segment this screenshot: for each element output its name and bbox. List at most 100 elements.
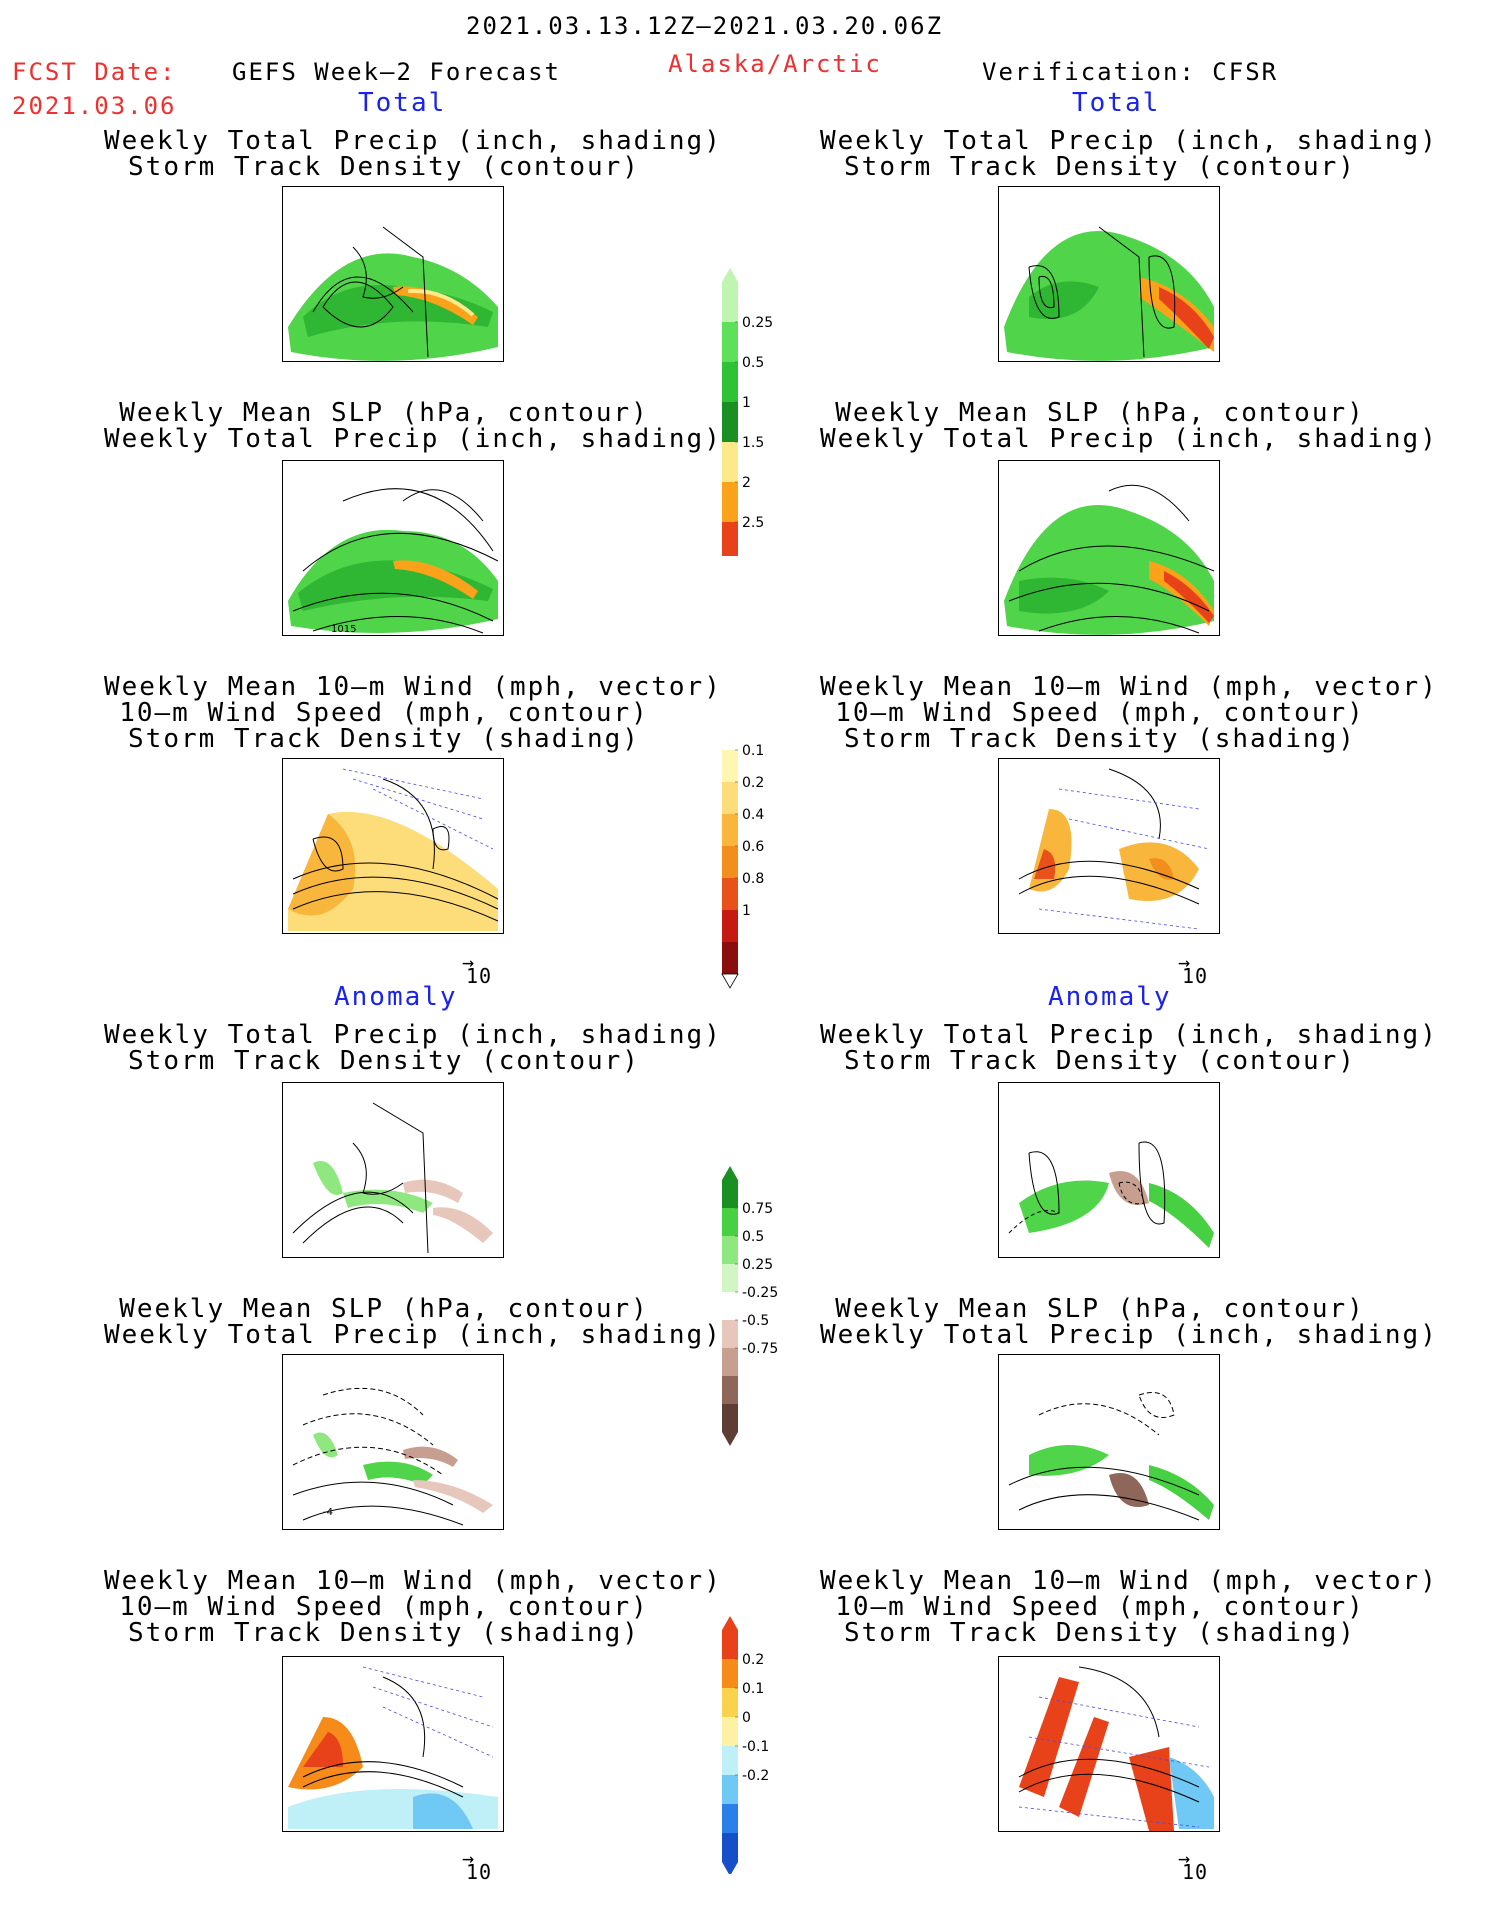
caption-r6-line2: 10–m Wind Speed (mph, contour) (835, 1592, 1365, 1622)
fcst-date-label: FCST Date: (12, 58, 177, 86)
map-verif-anomaly-slp-precip (998, 1354, 1220, 1530)
precip-anom-tick-label: -0.75 (742, 1341, 778, 1357)
vector-scale-arrow-l6: → (462, 1846, 476, 1870)
track-total-swatch (722, 718, 738, 750)
precip-total-tick-label: 1.5 (742, 435, 764, 451)
precip-anom-swatch (722, 1264, 738, 1292)
precip-anom-tick-label: -0.5 (742, 1313, 769, 1329)
date-range-title: 2021.03.13.12Z–2021.03.20.06Z (466, 12, 944, 40)
map-verif-slp-precip (998, 460, 1220, 636)
track-total-top-arrow (722, 704, 738, 718)
track-total-tick-label: 0.1 (742, 743, 764, 759)
track-total-tick-label: 1 (742, 903, 751, 919)
caption-l6-line1: Weekly Mean 10–m Wind (mph, vector) (104, 1566, 722, 1596)
map-verif-total-precip (998, 186, 1220, 362)
precip-total-tick-label: 1 (742, 395, 751, 411)
precip-total-swatch (722, 282, 738, 322)
caption-r2-line1: Weekly Mean SLP (hPa, contour) (835, 398, 1365, 428)
track-total-swatch (722, 846, 738, 878)
right-column-title: Verification: CFSR (982, 58, 1279, 86)
track-total-swatch (722, 750, 738, 782)
track-anom-bottom-arrow (722, 1862, 738, 1874)
precip-total-swatch (722, 482, 738, 522)
caption-l6-line3: Storm Track Density (shading) (128, 1618, 640, 1648)
colorbar-precip-total: 0.25 0.5 1 1.5 2 2.5 (716, 266, 796, 556)
vector-scale-arrow-l3: → (462, 950, 476, 974)
precip-total-tick-label: 0.5 (742, 355, 764, 371)
precip-anom-swatch (722, 1208, 738, 1236)
precip-anom-tick-label: 0.75 (742, 1201, 773, 1217)
right-total-heading: Total (1072, 88, 1161, 118)
vector-scale-arrow-r6: → (1178, 1846, 1192, 1870)
track-anom-tick-label: 0.1 (742, 1681, 764, 1697)
caption-r3-line3: Storm Track Density (shading) (844, 724, 1356, 754)
track-anom-tick-label: -0.1 (742, 1739, 769, 1755)
track-total-bottom-arrow (721, 973, 739, 989)
track-anom-swatch (722, 1688, 738, 1717)
left-column-title: GEFS Week–2 Forecast (232, 58, 561, 86)
caption-l1-line1: Weekly Total Precip (inch, shading) (104, 126, 722, 156)
track-anom-tick-label: 0 (742, 1710, 751, 1726)
map-forecast-slp-precip: 1015 (282, 460, 504, 636)
map-anomaly-slp-precip: -4 (282, 1354, 504, 1530)
caption-l4-line1: Weekly Total Precip (inch, shading) (104, 1020, 722, 1050)
map-forecast-total-precip (282, 186, 504, 362)
caption-l5-line1: Weekly Mean SLP (hPa, contour) (119, 1294, 649, 1324)
precip-total-swatch (722, 322, 738, 362)
caption-r5-line2: Weekly Total Precip (inch, shading) (820, 1320, 1438, 1350)
caption-l2-line2: Weekly Total Precip (inch, shading) (104, 424, 722, 454)
right-anomaly-heading: Anomaly (1048, 982, 1172, 1012)
track-anom-swatch (722, 1746, 738, 1775)
vector-scale-label-l3: 10 (466, 964, 493, 988)
map-verif-anomaly-wind-track (998, 1656, 1220, 1832)
track-total-tick-label: 0.8 (742, 871, 764, 887)
track-anom-swatch (722, 1833, 738, 1862)
caption-r2-line2: Weekly Total Precip (inch, shading) (820, 424, 1438, 454)
track-total-tick-label: 0.6 (742, 839, 764, 855)
map-verif-anomaly-precip-track (998, 1082, 1220, 1258)
caption-r1-line2: Storm Track Density (contour) (844, 152, 1356, 182)
precip-anom-tick-label: 0.5 (742, 1229, 764, 1245)
precip-anom-top-arrow (722, 1166, 738, 1180)
track-anom-swatch (722, 1775, 738, 1804)
track-total-tick-label: 0.4 (742, 807, 764, 823)
precip-total-swatch (722, 442, 738, 482)
caption-l1-line2: Storm Track Density (contour) (128, 152, 640, 182)
region-title: Alaska/Arctic (668, 50, 882, 78)
vector-scale-label-r3: 10 (1182, 964, 1209, 988)
precip-anom-tick-label: -0.25 (742, 1285, 778, 1301)
caption-l3-line3: Storm Track Density (shading) (128, 724, 640, 754)
caption-r3-line2: 10–m Wind Speed (mph, contour) (835, 698, 1365, 728)
caption-r6-line3: Storm Track Density (shading) (844, 1618, 1356, 1648)
precip-anom-swatch (722, 1376, 738, 1404)
colorbar-precip-anomaly: 0.75 0.5 0.25 -0.25 -0.5 -0.75 (716, 1164, 796, 1454)
caption-r5-line1: Weekly Mean SLP (hPa, contour) (835, 1294, 1365, 1324)
caption-l3-line1: Weekly Mean 10–m Wind (mph, vector) (104, 672, 722, 702)
track-anom-tick-label: -0.2 (742, 1768, 769, 1784)
precip-anom-swatch (722, 1236, 738, 1264)
caption-r6-line1: Weekly Mean 10–m Wind (mph, vector) (820, 1566, 1438, 1596)
caption-l5-line2: Weekly Total Precip (inch, shading) (104, 1320, 722, 1350)
precip-anom-swatch (722, 1180, 738, 1208)
track-anom-swatch (722, 1804, 738, 1833)
caption-r3-line1: Weekly Mean 10–m Wind (mph, vector) (820, 672, 1438, 702)
track-anom-swatch (722, 1630, 738, 1659)
vector-scale-label-r6: 10 (1182, 1860, 1209, 1884)
precip-total-tick-label: 0.25 (742, 315, 773, 331)
precip-anom-tick-label: 0.25 (742, 1257, 773, 1273)
slp-contour-label: 1015 (331, 624, 356, 635)
vector-scale-arrow-r3: → (1178, 950, 1192, 974)
caption-r4-line2: Storm Track Density (contour) (844, 1046, 1356, 1076)
track-total-tick-label: 0.2 (742, 775, 764, 791)
precip-anom-swatch (722, 1404, 738, 1432)
caption-l2-line1: Weekly Mean SLP (hPa, contour) (119, 398, 649, 428)
slp-anom-contour-label: -4 (323, 1507, 333, 1518)
map-anomaly-precip-track (282, 1082, 504, 1258)
precip-total-swatch (722, 362, 738, 402)
left-total-heading: Total (358, 88, 447, 118)
track-anom-top-arrow (722, 1616, 738, 1630)
track-total-swatch (722, 782, 738, 814)
precip-total-tick-label: 2.5 (742, 515, 764, 531)
precip-anom-swatch (722, 1348, 738, 1376)
caption-r4-line1: Weekly Total Precip (inch, shading) (820, 1020, 1438, 1050)
